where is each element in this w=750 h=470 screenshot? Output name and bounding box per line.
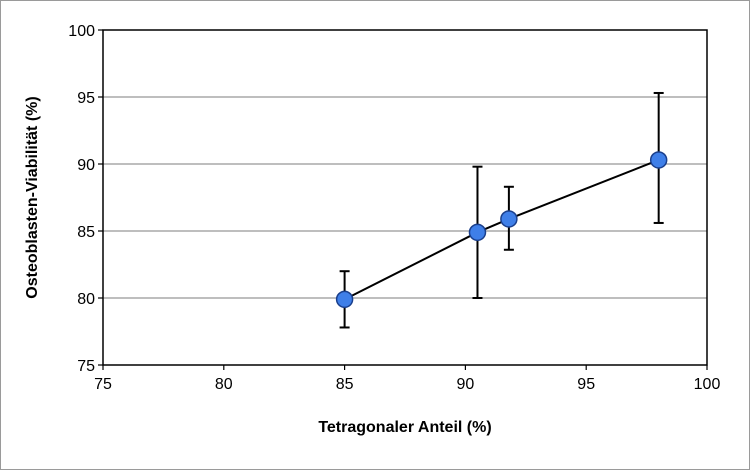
- data-point: [649, 151, 668, 169]
- x-axis-title: Tetragonaler Anteil (%): [318, 419, 491, 436]
- x-tick-label: 85: [336, 376, 354, 393]
- y-tick-label: 80: [77, 291, 95, 308]
- y-tick-labels: 75 80 85 90 95 100: [68, 23, 103, 375]
- y-tick-label: 75: [77, 358, 95, 375]
- data-points: [335, 151, 668, 309]
- trendline: [344, 159, 660, 301]
- data-point: [468, 223, 487, 242]
- y-tick-label: 85: [77, 224, 95, 241]
- plot-area: [102, 29, 708, 366]
- data-point: [500, 210, 518, 228]
- x-tick-label: 100: [694, 376, 721, 393]
- y-tick-label: 95: [77, 90, 95, 107]
- x-tick-label: 80: [215, 376, 233, 393]
- y-tick-label: 100: [68, 23, 95, 40]
- grid-lines: [103, 96, 707, 299]
- x-tick-label: 90: [457, 376, 475, 393]
- x-tick-label: 75: [94, 376, 112, 393]
- x-tick-labels: 75 80 85 90 95 100: [94, 365, 720, 393]
- data-point: [335, 290, 354, 309]
- error-bars: [339, 91, 664, 329]
- y-tick-label: 90: [77, 157, 95, 174]
- x-tick-label: 95: [577, 376, 595, 393]
- trend-line: [344, 159, 660, 301]
- y-axis-title: Osteoblasten-Viabilität (%): [24, 96, 41, 298]
